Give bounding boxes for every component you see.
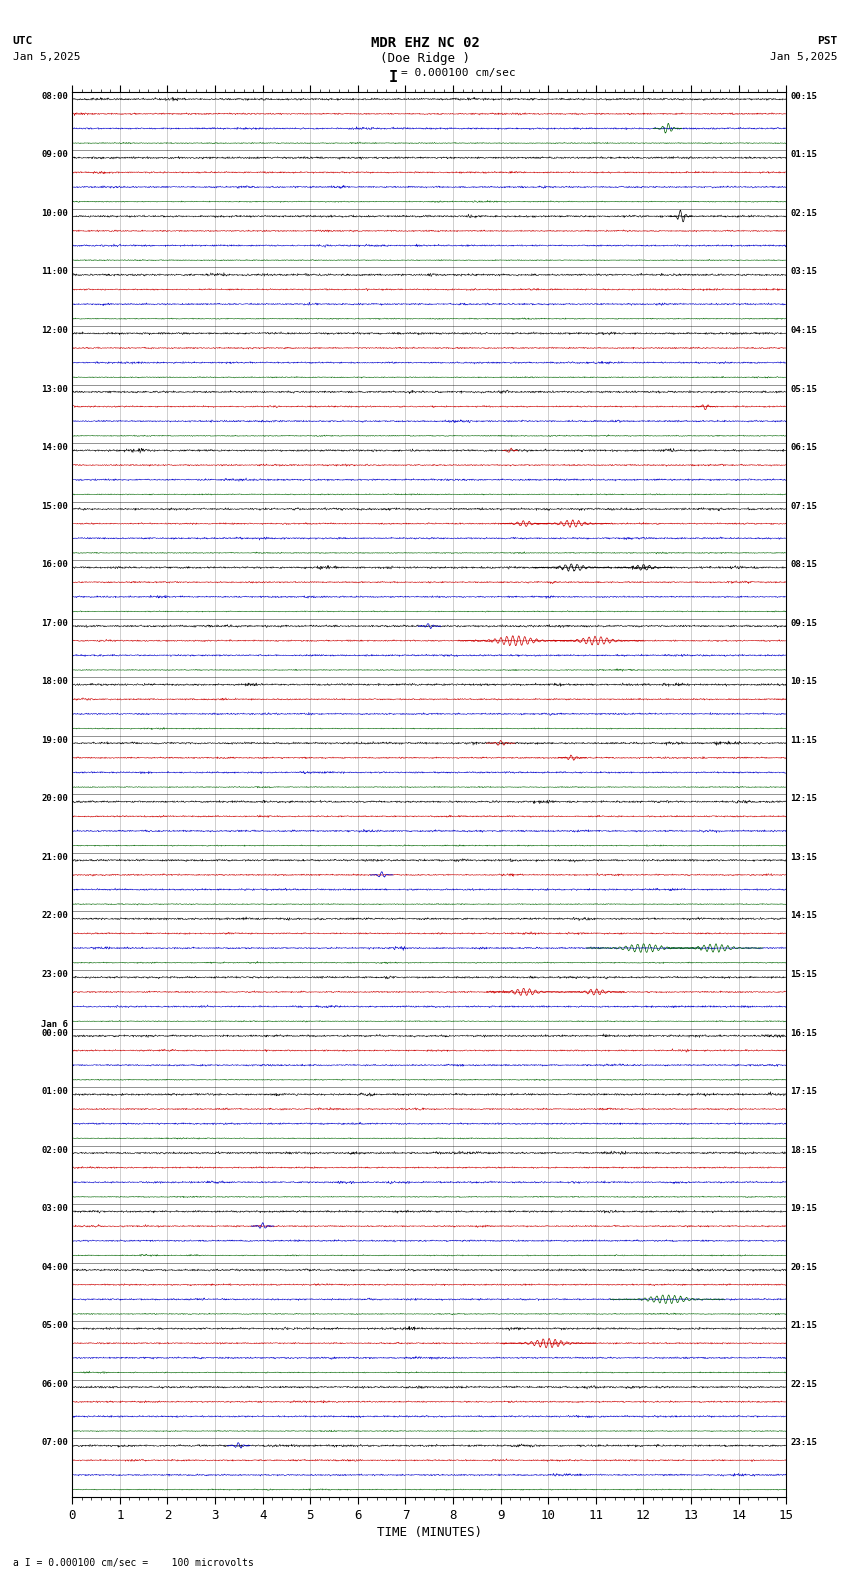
Text: 16:00: 16:00 — [41, 561, 68, 569]
Text: 19:00: 19:00 — [41, 737, 68, 744]
Text: 02:00: 02:00 — [41, 1145, 68, 1155]
Text: 18:15: 18:15 — [790, 1145, 818, 1155]
Text: 05:00: 05:00 — [41, 1321, 68, 1331]
Text: 03:15: 03:15 — [790, 268, 818, 277]
Text: Jan 6: Jan 6 — [41, 1020, 68, 1028]
Text: 08:15: 08:15 — [790, 561, 818, 569]
Text: = 0.000100 cm/sec: = 0.000100 cm/sec — [401, 68, 516, 78]
Text: 10:15: 10:15 — [790, 678, 818, 686]
Text: 12:15: 12:15 — [790, 795, 818, 803]
Text: 04:15: 04:15 — [790, 326, 818, 336]
Text: PST: PST — [817, 36, 837, 46]
Text: 13:15: 13:15 — [790, 852, 818, 862]
Text: 11:00: 11:00 — [41, 268, 68, 277]
Text: UTC: UTC — [13, 36, 33, 46]
Text: 09:15: 09:15 — [790, 619, 818, 627]
Text: 20:00: 20:00 — [41, 795, 68, 803]
Text: 14:15: 14:15 — [790, 911, 818, 920]
Text: 11:15: 11:15 — [790, 737, 818, 744]
Text: 09:00: 09:00 — [41, 150, 68, 160]
Text: Jan 5,2025: Jan 5,2025 — [13, 52, 80, 62]
Text: 08:00: 08:00 — [41, 92, 68, 101]
Text: 06:00: 06:00 — [41, 1380, 68, 1389]
Text: 03:00: 03:00 — [41, 1204, 68, 1213]
Text: 16:15: 16:15 — [790, 1028, 818, 1038]
Text: a I = 0.000100 cm/sec =    100 microvolts: a I = 0.000100 cm/sec = 100 microvolts — [13, 1559, 253, 1568]
Text: 15:15: 15:15 — [790, 969, 818, 979]
Text: 00:15: 00:15 — [790, 92, 818, 101]
Text: 22:15: 22:15 — [790, 1380, 818, 1389]
Text: 00:00: 00:00 — [41, 1028, 68, 1038]
Text: 20:15: 20:15 — [790, 1262, 818, 1272]
Text: 06:15: 06:15 — [790, 444, 818, 451]
Text: 21:00: 21:00 — [41, 852, 68, 862]
Text: I: I — [389, 70, 398, 84]
Text: 13:00: 13:00 — [41, 385, 68, 393]
Text: (Doe Ridge ): (Doe Ridge ) — [380, 52, 470, 65]
Text: 14:00: 14:00 — [41, 444, 68, 451]
Text: 23:15: 23:15 — [790, 1438, 818, 1448]
Text: 21:15: 21:15 — [790, 1321, 818, 1331]
Text: 04:00: 04:00 — [41, 1262, 68, 1272]
Text: 18:00: 18:00 — [41, 678, 68, 686]
Text: 23:00: 23:00 — [41, 969, 68, 979]
Text: Jan 5,2025: Jan 5,2025 — [770, 52, 837, 62]
Text: 17:00: 17:00 — [41, 619, 68, 627]
Text: 07:00: 07:00 — [41, 1438, 68, 1448]
Text: 12:00: 12:00 — [41, 326, 68, 336]
Text: MDR EHZ NC 02: MDR EHZ NC 02 — [371, 36, 479, 51]
X-axis label: TIME (MINUTES): TIME (MINUTES) — [377, 1525, 482, 1538]
Text: 01:15: 01:15 — [790, 150, 818, 160]
Text: 17:15: 17:15 — [790, 1087, 818, 1096]
Text: 15:00: 15:00 — [41, 502, 68, 510]
Text: 10:00: 10:00 — [41, 209, 68, 219]
Text: 07:15: 07:15 — [790, 502, 818, 510]
Text: 01:00: 01:00 — [41, 1087, 68, 1096]
Text: 02:15: 02:15 — [790, 209, 818, 219]
Text: 19:15: 19:15 — [790, 1204, 818, 1213]
Text: 05:15: 05:15 — [790, 385, 818, 393]
Text: 22:00: 22:00 — [41, 911, 68, 920]
